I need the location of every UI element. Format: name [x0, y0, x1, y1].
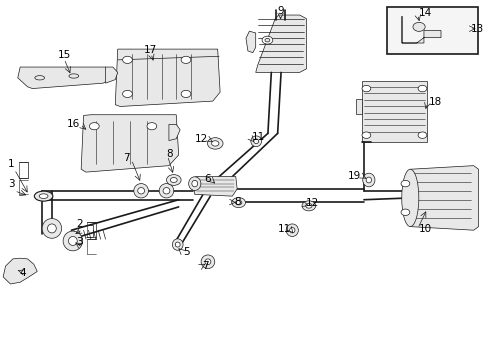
- Ellipse shape: [39, 194, 48, 198]
- Ellipse shape: [172, 239, 183, 250]
- Polygon shape: [193, 176, 237, 196]
- Ellipse shape: [412, 22, 424, 31]
- Ellipse shape: [34, 191, 53, 201]
- Text: 16: 16: [66, 119, 80, 129]
- Ellipse shape: [250, 136, 261, 147]
- Ellipse shape: [264, 39, 269, 42]
- Ellipse shape: [166, 175, 181, 185]
- Polygon shape: [18, 67, 113, 89]
- Ellipse shape: [302, 201, 315, 211]
- Ellipse shape: [42, 219, 61, 238]
- Polygon shape: [105, 67, 118, 83]
- Ellipse shape: [170, 177, 177, 183]
- Ellipse shape: [305, 203, 311, 208]
- Text: 12: 12: [194, 134, 207, 144]
- Ellipse shape: [401, 169, 418, 226]
- Ellipse shape: [361, 132, 370, 138]
- Ellipse shape: [231, 198, 245, 208]
- Polygon shape: [355, 99, 361, 114]
- Text: 9: 9: [277, 6, 284, 16]
- Ellipse shape: [159, 184, 173, 198]
- Polygon shape: [245, 31, 255, 53]
- Polygon shape: [255, 15, 306, 72]
- Text: 7: 7: [123, 153, 130, 163]
- Text: 17: 17: [144, 45, 157, 55]
- Ellipse shape: [201, 255, 214, 269]
- Ellipse shape: [207, 138, 223, 149]
- Ellipse shape: [191, 180, 197, 187]
- Ellipse shape: [63, 231, 82, 251]
- Text: 7: 7: [202, 261, 209, 271]
- Ellipse shape: [147, 123, 157, 130]
- Ellipse shape: [361, 85, 370, 92]
- Ellipse shape: [289, 228, 294, 233]
- Ellipse shape: [253, 139, 258, 144]
- Polygon shape: [401, 16, 440, 43]
- Ellipse shape: [366, 177, 371, 183]
- Ellipse shape: [181, 90, 190, 98]
- Ellipse shape: [211, 141, 219, 146]
- Polygon shape: [81, 115, 178, 172]
- Text: 3: 3: [8, 179, 14, 189]
- Ellipse shape: [181, 56, 190, 63]
- Text: 11: 11: [251, 132, 264, 142]
- Ellipse shape: [175, 242, 180, 247]
- Text: 14: 14: [418, 8, 431, 18]
- Ellipse shape: [417, 85, 426, 92]
- Text: 2: 2: [76, 219, 82, 229]
- Ellipse shape: [204, 259, 210, 265]
- Ellipse shape: [163, 188, 169, 194]
- Polygon shape: [361, 81, 427, 142]
- Text: 8: 8: [166, 149, 173, 159]
- Ellipse shape: [89, 123, 99, 130]
- Bar: [386, 7, 477, 54]
- Ellipse shape: [262, 36, 272, 44]
- Ellipse shape: [285, 224, 298, 237]
- Text: 1: 1: [8, 159, 14, 169]
- Ellipse shape: [417, 132, 426, 138]
- Polygon shape: [3, 258, 37, 284]
- Ellipse shape: [400, 180, 409, 187]
- Text: 12: 12: [305, 198, 319, 208]
- Ellipse shape: [188, 177, 201, 190]
- Text: 13: 13: [470, 24, 484, 34]
- Text: 19: 19: [347, 171, 361, 181]
- Ellipse shape: [235, 200, 242, 205]
- Text: 18: 18: [428, 97, 441, 107]
- Polygon shape: [115, 49, 220, 107]
- Polygon shape: [409, 166, 478, 230]
- Text: 6: 6: [204, 174, 211, 184]
- Text: 15: 15: [58, 50, 71, 60]
- Text: 3: 3: [76, 237, 82, 247]
- Text: 11: 11: [277, 225, 290, 234]
- Ellipse shape: [68, 237, 77, 246]
- Polygon shape: [168, 125, 180, 140]
- Ellipse shape: [400, 209, 409, 216]
- Text: 8: 8: [234, 197, 241, 207]
- Ellipse shape: [69, 74, 79, 78]
- Ellipse shape: [122, 56, 132, 63]
- Text: 4: 4: [19, 268, 26, 278]
- Text: 5: 5: [183, 247, 190, 257]
- Ellipse shape: [362, 173, 374, 187]
- Ellipse shape: [35, 76, 44, 80]
- Text: 10: 10: [418, 224, 431, 234]
- Ellipse shape: [138, 188, 144, 194]
- Ellipse shape: [122, 90, 132, 98]
- Ellipse shape: [134, 184, 148, 198]
- Ellipse shape: [47, 224, 56, 233]
